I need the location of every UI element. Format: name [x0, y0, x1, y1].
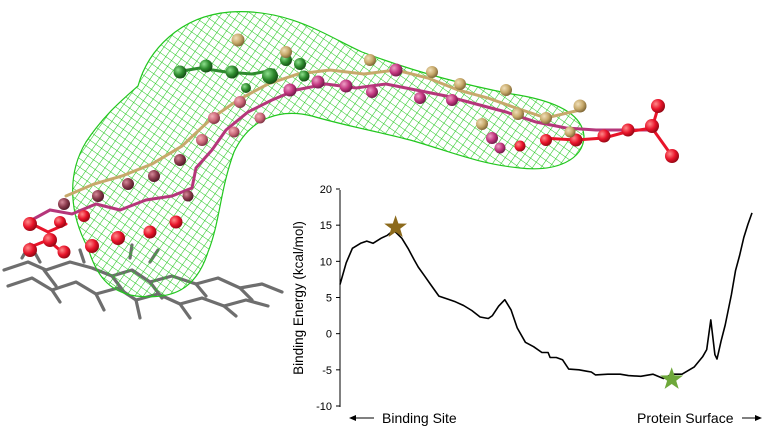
binding-site-label-group: Binding Site [349, 410, 457, 426]
electron-density-mesh [72, 11, 585, 298]
y-tick-label: 20 [320, 184, 332, 196]
minimum-energy-star-icon [660, 367, 684, 389]
right-arrow-icon [755, 415, 762, 421]
chart-markers [384, 215, 684, 389]
transition-state-star-icon [384, 215, 407, 237]
y-tick-label: -10 [316, 401, 332, 413]
y-tick-label: 15 [320, 220, 332, 232]
protein-surface-label: Protein Surface [637, 410, 734, 426]
y-tick-label: 5 [326, 293, 332, 305]
y-axis-ticks: 20 15 10 5 0 -5 -10 [316, 184, 340, 413]
binding-site-label: Binding Site [382, 410, 457, 426]
y-tick-label: 10 [320, 256, 332, 268]
y-axis-title: Binding Energy (kcal/mol) [291, 221, 306, 375]
binding-energy-line [339, 212, 753, 380]
y-tick-label: 0 [326, 329, 332, 341]
ligand-atoms [23, 33, 679, 259]
left-arrow-icon [349, 415, 356, 421]
y-tick-label: -5 [322, 365, 332, 377]
protein-surface-label-group: Protein Surface [637, 410, 762, 426]
